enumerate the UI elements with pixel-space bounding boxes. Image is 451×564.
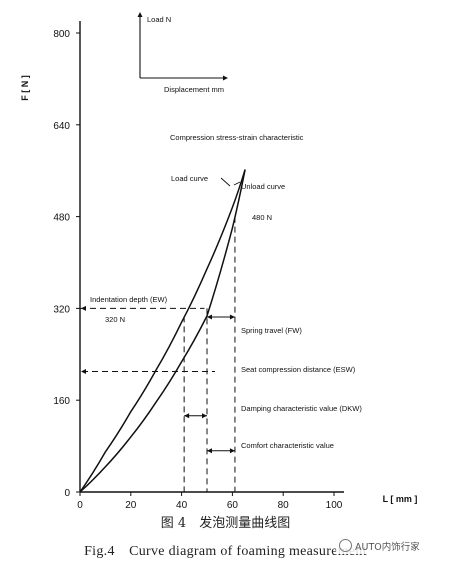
x-tick-label-4: 80 xyxy=(278,500,290,511)
x-tick-label-0: 0 xyxy=(77,500,83,511)
tick-labels: 0 160 320 480 640 800 0 20 40 60 80 100 F [ N ] L [ m… xyxy=(20,15,417,511)
y-axis-title: F [ N ] xyxy=(20,75,30,101)
x-tick-label-3: 60 xyxy=(227,500,239,511)
x-tick-label-2: 40 xyxy=(176,500,188,511)
annotation-indentation-depth: Indentation depth (EW) xyxy=(90,295,168,304)
figure-caption-chinese: 图 4 发泡测量曲线图 xyxy=(160,516,291,531)
axes-frame xyxy=(76,12,344,496)
inset-y-label: Load N xyxy=(147,15,171,24)
chart-figure: Compression stress-strain characteristic… xyxy=(20,12,417,511)
legend-unload-curve: Unload curve xyxy=(241,182,285,191)
y-tick-label-1: 160 xyxy=(53,396,70,407)
annotation-480n: 480 N xyxy=(252,213,272,222)
y-tick-label-2: 320 xyxy=(53,304,70,315)
reference-lines xyxy=(80,216,236,492)
arrow-comfort-right xyxy=(229,448,235,454)
annotation-chart-title: Compression stress-strain characteristic xyxy=(170,133,304,142)
series-line-unload-curve xyxy=(79,169,246,493)
inset-x-label: Displacement mm xyxy=(164,85,224,94)
arrow-damping-left xyxy=(184,413,190,419)
annotation-layer: Compression stress-strain characteristic… xyxy=(81,133,362,454)
x-tick-label-5: 100 xyxy=(326,500,343,511)
arrow-spring-travel-left xyxy=(207,314,212,320)
inset-y-arrow xyxy=(137,12,143,17)
leader-unload-curve xyxy=(233,181,241,186)
arrow-comfort-left xyxy=(207,448,212,454)
annotation-320n: 320 N xyxy=(105,315,125,324)
annotation-spring-travel: Spring travel (FW) xyxy=(241,326,302,335)
y-tick-label-0: 0 xyxy=(64,488,70,499)
series-layer xyxy=(79,169,246,493)
x-tick-label-1: 20 xyxy=(125,500,137,511)
annotation-comfort: Comfort characteristic value xyxy=(241,441,334,450)
leader-load-curve xyxy=(220,177,231,187)
arrow-damping-right xyxy=(202,413,207,419)
arrow-indentation-depth xyxy=(81,305,86,311)
chat-bubble-icon xyxy=(339,539,352,552)
annotation-damping: Damping characteristic value (DKW) xyxy=(241,404,362,413)
inset-x-arrow xyxy=(223,75,228,81)
annotation-seat-compression: Seat compression distance (ESW) xyxy=(241,365,356,374)
figure-caption-english: Fig.4 Curve diagram of foaming measureme… xyxy=(84,544,367,559)
watermark-text: AUTO内饰行家 xyxy=(355,542,420,553)
arrow-spring-travel-right xyxy=(229,314,235,320)
watermark: AUTO内饰行家 xyxy=(336,538,423,554)
legend-load-curve: Load curve xyxy=(171,174,208,183)
y-tick-label-3: 480 xyxy=(53,213,70,224)
series-line-load-curve xyxy=(79,169,246,493)
y-tick-label-4: 640 xyxy=(53,121,70,132)
x-axis-title: L [ mm ] xyxy=(383,494,418,504)
y-tick-label-5: 800 xyxy=(53,29,70,40)
arrow-seat-compression xyxy=(81,369,86,375)
